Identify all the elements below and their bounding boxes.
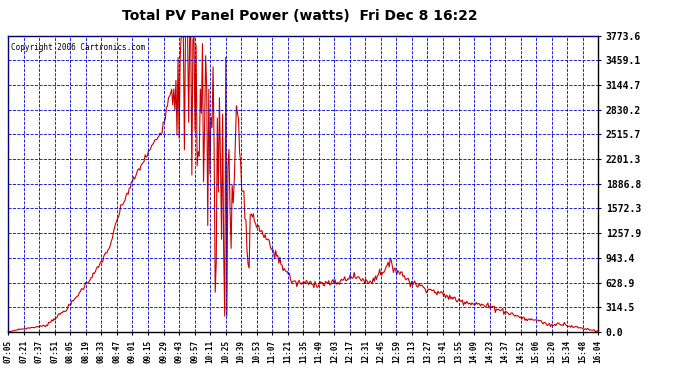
Text: Copyright 2006 Cartronics.com: Copyright 2006 Cartronics.com	[11, 43, 146, 52]
Text: Total PV Panel Power (watts)  Fri Dec 8 16:22: Total PV Panel Power (watts) Fri Dec 8 1…	[122, 9, 478, 23]
